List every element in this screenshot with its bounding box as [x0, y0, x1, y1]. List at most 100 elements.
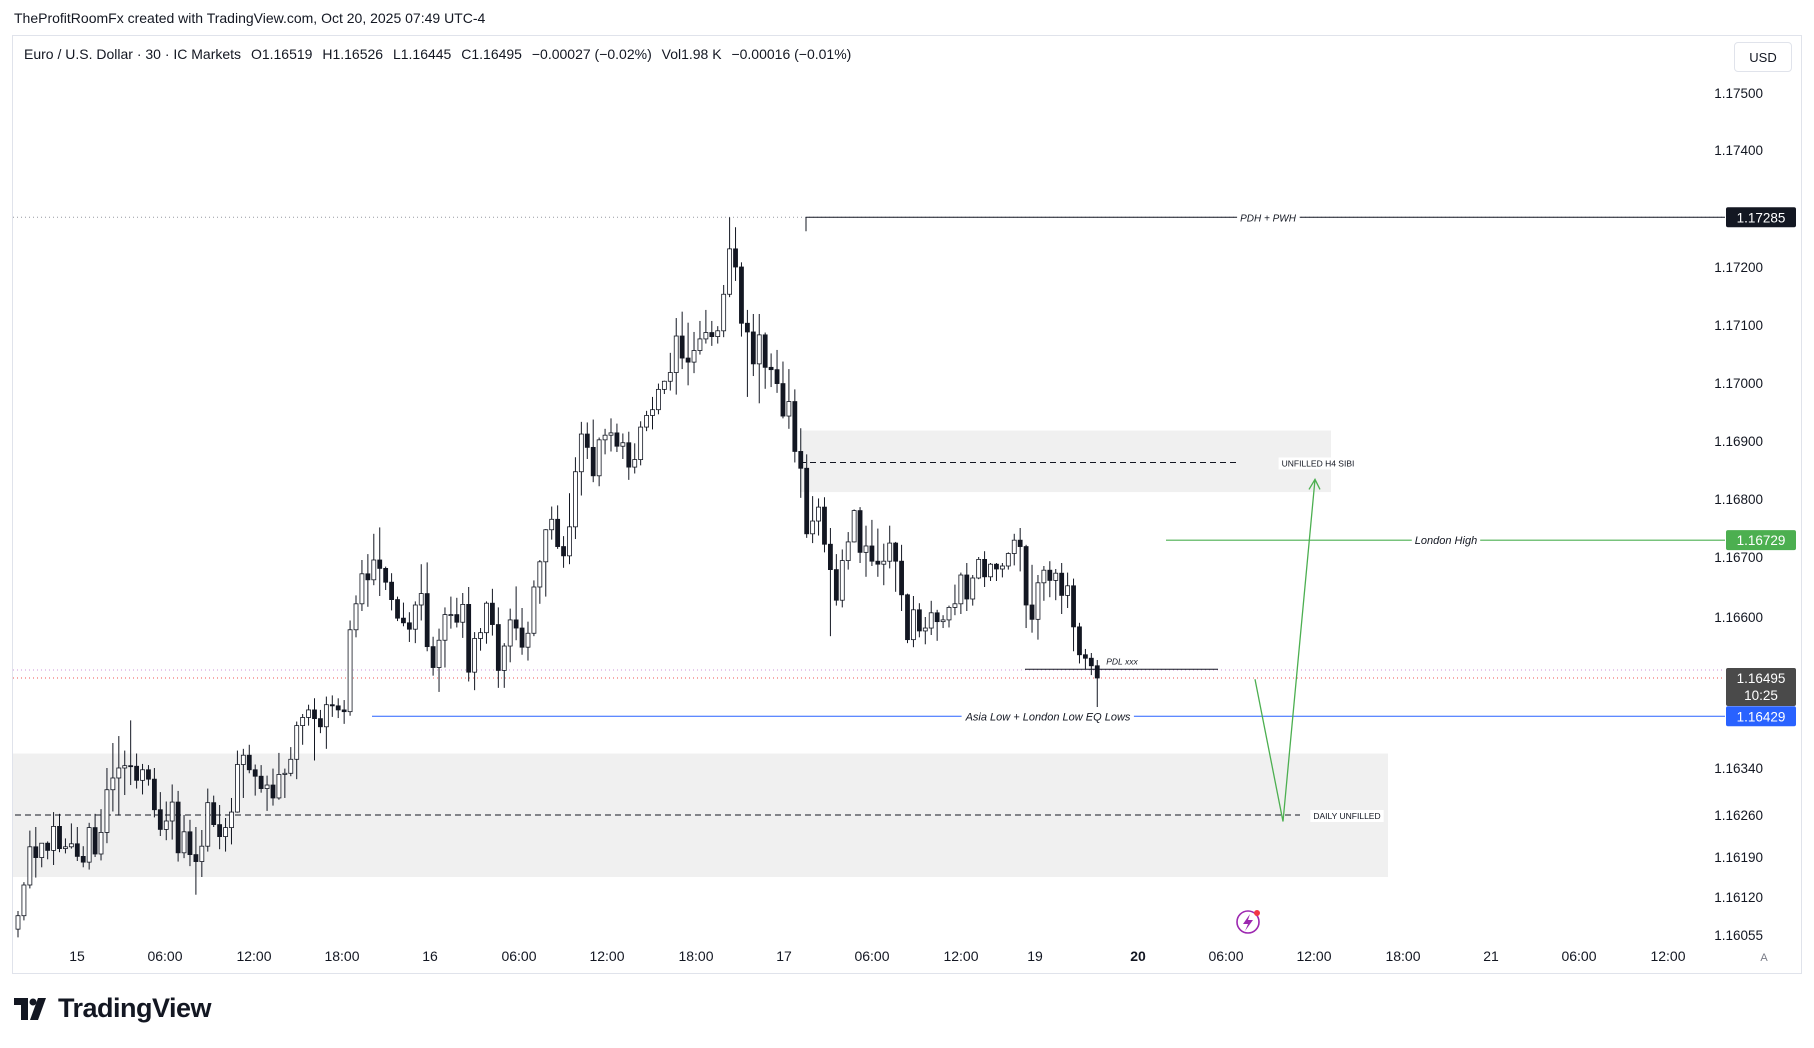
- candle: [620, 433, 626, 459]
- candle: [80, 846, 86, 868]
- candle-body: [780, 383, 786, 417]
- candle: [1047, 561, 1053, 598]
- candle: [1023, 544, 1029, 629]
- candle: [851, 509, 857, 543]
- candle-body: [964, 574, 970, 600]
- candle-body: [952, 603, 958, 608]
- candle-body: [721, 293, 727, 332]
- candle: [33, 827, 39, 878]
- candle-body: [1035, 582, 1041, 620]
- auto-scale-button[interactable]: A: [1760, 952, 1768, 964]
- volume-value: Vol1.98 K: [661, 46, 722, 62]
- candle-body: [205, 802, 211, 847]
- candle-body: [353, 603, 359, 631]
- candle: [252, 764, 258, 796]
- candle-body: [513, 619, 519, 629]
- candle: [187, 819, 193, 867]
- candle-body: [134, 765, 140, 781]
- candle-body: [727, 248, 732, 295]
- candle: [804, 454, 810, 538]
- candle-body: [175, 801, 181, 854]
- candle-body: [958, 574, 964, 605]
- price-axis-label: 1.16190: [1714, 850, 1763, 865]
- candle-body: [395, 599, 400, 619]
- candle: [733, 227, 738, 281]
- candle-body: [816, 506, 821, 522]
- symbol-legend[interactable]: Euro / U.S. Dollar · 30 · IC Markets O1.…: [24, 46, 857, 62]
- candle-body: [383, 568, 389, 583]
- lightning-bolt: [1243, 914, 1253, 931]
- candle: [934, 609, 940, 641]
- candle-body: [893, 542, 899, 562]
- candle-body: [406, 622, 412, 630]
- candle: [217, 805, 223, 850]
- time-axis-label: 17: [776, 948, 792, 964]
- time-axis-label: 19: [1027, 948, 1043, 964]
- candle-body: [146, 769, 151, 780]
- candle: [460, 593, 466, 638]
- candle-body: [211, 802, 217, 825]
- candle: [881, 543, 887, 586]
- candle-body: [377, 559, 383, 569]
- candle-body: [460, 604, 466, 623]
- candle: [104, 768, 110, 844]
- candle-body: [294, 725, 300, 760]
- time-axis-label: 12:00: [236, 948, 271, 964]
- sibi-label: UNFILLED H4 SIBI: [1282, 458, 1355, 468]
- time-axis-label: 06:00: [854, 948, 889, 964]
- candle-body: [240, 754, 246, 765]
- pdl-label: PDL xxx: [1106, 656, 1138, 666]
- candle-body: [555, 518, 561, 547]
- candle-body: [567, 526, 572, 557]
- candle-body: [774, 369, 780, 384]
- time-axis-label: 18:00: [1385, 948, 1420, 964]
- candle: [893, 541, 899, 592]
- candle: [128, 720, 134, 786]
- candle: [709, 320, 715, 346]
- candle-body: [810, 520, 816, 535]
- candle: [822, 497, 827, 553]
- candle: [448, 596, 454, 629]
- candle: [282, 768, 288, 798]
- candle: [608, 418, 614, 452]
- candle: [116, 736, 122, 816]
- candle: [365, 554, 371, 607]
- candle-body: [798, 451, 804, 469]
- asia-low-price-tag-bg: [1726, 706, 1796, 727]
- candle-body: [418, 593, 424, 606]
- candle-body: [828, 543, 833, 570]
- price-axis-label: 1.16055: [1714, 928, 1763, 943]
- projection-arrowhead: [1308, 478, 1321, 490]
- candle-body: [833, 569, 839, 601]
- candle: [264, 775, 270, 811]
- candle-body: [282, 772, 288, 775]
- candle: [875, 528, 881, 577]
- candle-body: [21, 884, 27, 917]
- tradingview-logo[interactable]: TradingView: [14, 993, 212, 1024]
- currency-button[interactable]: USD: [1734, 42, 1792, 72]
- candle-body: [1005, 553, 1011, 567]
- candle: [501, 643, 507, 688]
- candle-body: [703, 332, 709, 340]
- candle-body: [1071, 585, 1076, 628]
- candle: [887, 525, 893, 569]
- candle-body: [999, 565, 1005, 570]
- candle: [68, 823, 74, 849]
- candle-body: [911, 609, 916, 641]
- sibi-zone: [800, 430, 1331, 493]
- candle-body: [928, 612, 934, 629]
- candle: [727, 217, 732, 298]
- candle: [288, 747, 294, 777]
- candle: [905, 593, 910, 644]
- candle: [638, 421, 644, 466]
- time-axis-label: 06:00: [147, 948, 182, 964]
- candle-body: [549, 518, 555, 531]
- candle-body: [578, 433, 584, 473]
- candle: [146, 765, 151, 786]
- symbol-name[interactable]: Euro / U.S. Dollar · 30 · IC Markets: [24, 46, 242, 62]
- candle-body: [341, 709, 347, 713]
- candle-body: [300, 717, 306, 727]
- candle-body: [976, 559, 982, 579]
- price-axis-label: 1.17000: [1714, 376, 1763, 391]
